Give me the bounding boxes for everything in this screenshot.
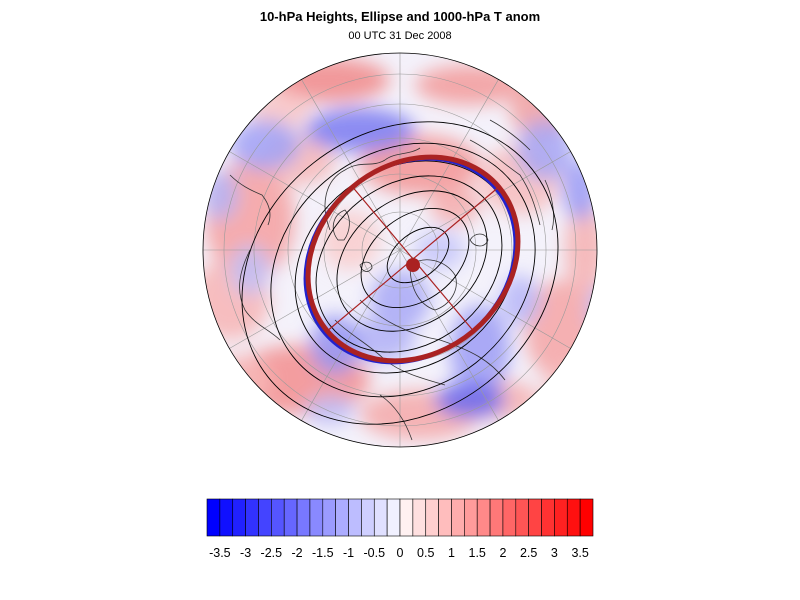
colorbar-box (438, 498, 452, 537)
coastline (469, 139, 541, 226)
colorbar-box (566, 498, 581, 537)
colorbar-box (283, 498, 298, 537)
colorbar-box (579, 498, 594, 537)
coastline (229, 174, 271, 226)
vortex-center-dot (406, 258, 420, 272)
colorbar-box (476, 498, 491, 537)
height-contour (386, 226, 450, 284)
anomaly-region (435, 382, 505, 418)
colorbar-box (373, 498, 388, 537)
colorbar-box (554, 498, 568, 537)
colorbar-box (464, 498, 478, 537)
colorbar-box (309, 498, 324, 537)
colorbar-tick-label: 2.5 (520, 546, 537, 560)
colorbar-box (361, 498, 375, 537)
colorbar-tick-label: 1 (448, 546, 455, 560)
colorbar-box (232, 498, 246, 537)
colorbar-box (412, 498, 427, 537)
longitude-line (399, 149, 574, 251)
colorbar-tick-label: 3.5 (571, 546, 588, 560)
longitude-line (399, 249, 574, 351)
colorbar-tick-label: 1.5 (469, 546, 486, 560)
colorbar-tick-label: 3 (551, 546, 558, 560)
colorbar-tick-label: -2.5 (261, 546, 283, 560)
colorbar-tick-label: -3 (240, 546, 251, 560)
colorbar-box (206, 498, 221, 537)
height-contour (315, 175, 503, 353)
colorbar-tick-label: -1 (343, 546, 354, 560)
coastline (489, 119, 531, 151)
colorbar-tick-label: -2 (292, 546, 303, 560)
coastline (469, 233, 489, 247)
coastlines (229, 119, 554, 441)
colorbar-box (541, 498, 555, 537)
colorbar-box (502, 498, 517, 537)
colorbar-box (399, 498, 414, 537)
coastline (239, 249, 281, 341)
map-subtitle: 00 UTC 31 Dec 2008 (348, 30, 452, 42)
colorbar-box (425, 498, 439, 537)
longitude-line (399, 249, 501, 424)
colorbar-box (386, 498, 401, 537)
anomaly-region (230, 120, 300, 170)
colorbar-tick-label: -0.5 (363, 546, 385, 560)
vortex-ellipse (303, 154, 521, 365)
colorbar-box (322, 498, 336, 537)
colorbar-box (348, 498, 362, 537)
colorbar-box (245, 498, 259, 537)
colorbar-box (451, 498, 465, 537)
anomaly-region (345, 318, 415, 362)
height-contour (360, 207, 470, 309)
colorbar-tick-label: 2 (499, 546, 506, 560)
coastline (379, 394, 413, 441)
map-title: 10-hPa Heights, Ellipse and 1000-hPa T a… (259, 9, 541, 24)
coastline (359, 299, 506, 381)
longitude-line (226, 149, 401, 251)
coastline (324, 147, 421, 231)
height-contour (241, 121, 559, 425)
coastline (409, 259, 457, 311)
longitude-line (299, 249, 401, 424)
anomaly-region (305, 395, 355, 425)
colorbar-box (515, 498, 529, 537)
anomaly-field (203, 53, 597, 447)
colorbar-box (258, 498, 272, 537)
globe-outline (202, 52, 598, 448)
graticule (203, 53, 597, 447)
colorbar-box (271, 498, 285, 537)
colorbar-tick-label: -3.5 (209, 546, 231, 560)
height-contours (241, 121, 559, 425)
colorbar-box (296, 498, 311, 537)
colorbar-tick-label: 0 (397, 546, 404, 560)
height-contour (270, 142, 536, 398)
coastline (359, 261, 373, 272)
colorbar-box (219, 498, 234, 537)
colorbar-box (489, 498, 504, 537)
coastline (544, 179, 554, 231)
anomaly-region (450, 305, 510, 395)
colorbar-tick-label: 0.5 (417, 546, 434, 560)
anomaly-region (305, 108, 415, 152)
colorbar-box (335, 498, 349, 537)
colorbar-tick-label: -1.5 (312, 546, 334, 560)
colorbar-box (528, 498, 542, 537)
